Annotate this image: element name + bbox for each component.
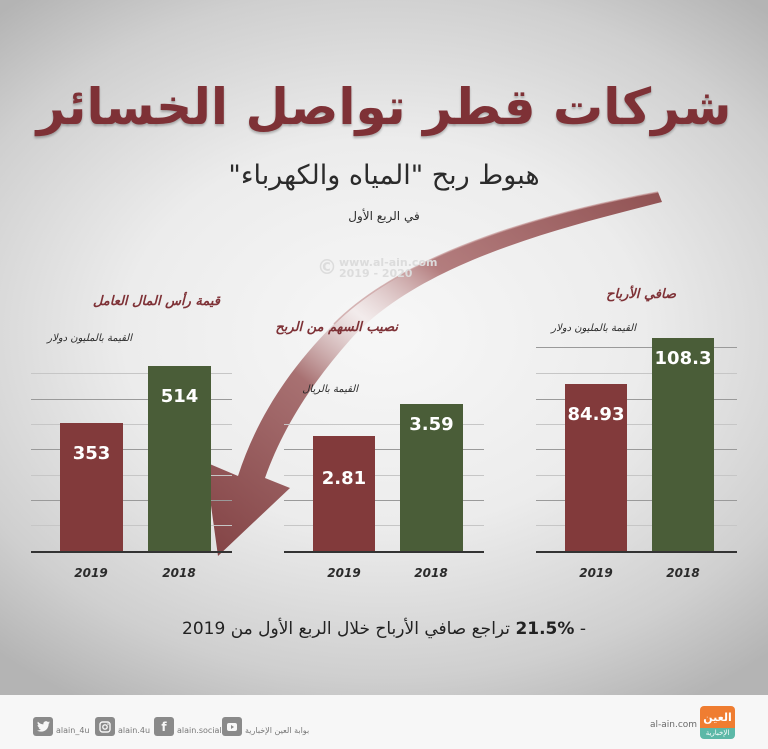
bar-value: 108.3 [654,348,712,369]
gridline [536,373,737,374]
facebook-link[interactable]: f alain.social [154,717,222,736]
chart-title: قيمة رأس المال العامل [92,294,220,309]
x-axis [536,551,737,553]
gridline [31,424,232,425]
copyright-icon: © [317,255,337,279]
gridline [536,424,737,425]
facebook-icon: f [154,717,174,736]
gridline [536,475,737,476]
chart-title: نصيب السهم من الربح [275,320,398,335]
bar-2018: 514 [148,366,211,551]
bar-2019: 2.81 [313,436,375,551]
youtube-link[interactable]: بوابة العين الإخبارية [222,717,309,736]
x-axis [284,551,484,553]
gridline [31,500,232,501]
x-tick-label: 2019 [74,566,108,580]
x-tick-label: 2019 [327,566,361,580]
watermark-years: 2019 - 2020 [339,267,413,280]
gridline [284,500,484,501]
x-tick-label: 2019 [579,566,613,580]
youtube-channel: بوابة العين الإخبارية [245,726,310,735]
gridline [284,525,484,526]
bar-2018: 3.59 [400,404,463,551]
twitter-icon [33,717,53,736]
bar-2019: 84.93 [565,384,627,551]
gridline [284,424,484,425]
x-tick-label: 2018 [666,566,700,580]
logo-subtitle: الإخبارية [700,728,735,739]
summary-percent: 21.5% [515,619,575,639]
gridline [31,525,232,526]
bar-value: 514 [160,386,199,407]
bar-2019: 353 [60,423,123,551]
chart-unit-label: القيمة بالمليون دولار [47,333,132,344]
twitter-link[interactable]: alain_4u [33,717,89,736]
gridline [536,449,737,450]
gridline [284,449,484,450]
bar-value: 3.59 [409,414,454,435]
summary-text: تراجع صافي الأرباح خلال الربع الأول من 2… [182,619,516,639]
chart-unit-label: القيمة بالريال [302,384,358,395]
bar-2018: 108.3 [652,338,714,551]
instagram-link[interactable]: alain.4u [95,717,150,736]
gridline [31,373,232,374]
bar-value: 2.81 [321,468,367,489]
twitter-handle: alain_4u [56,726,90,735]
gridline [536,525,737,526]
page-subtitle: هبوط ربح "المياه والكهرباء" [228,160,540,191]
gridline [284,475,484,476]
period-label: في الربع الأول [348,209,420,223]
site-url[interactable]: al-ain.com [650,720,698,730]
gridline [31,475,232,476]
x-tick-label: 2018 [414,566,448,580]
infographic-canvas: شركات قطر تواصل الخسائر هبوط ربح "المياه… [0,0,768,695]
youtube-icon [222,717,242,736]
gridline [536,347,737,348]
footer: alain_4u alain.4u f alain.social بوابة ا… [0,695,768,749]
facebook-handle: alain.social [177,726,222,735]
gridline [536,399,737,400]
instagram-handle: alain.4u [118,726,151,735]
page-title: شركات قطر تواصل الخسائر [36,78,733,136]
x-axis [31,551,232,553]
summary-note: - 21.5% تراجع صافي الأرباح خلال الربع ال… [0,619,768,639]
gridline [31,399,232,400]
chart-unit-label: القيمة بالمليون دولار [551,323,636,334]
bar-value: 353 [72,443,111,464]
logo-wordmark: العين [700,706,735,728]
x-tick-label: 2018 [162,566,196,580]
gridline [536,500,737,501]
instagram-icon [95,717,115,736]
chart-title: صافي الأرباح [606,287,676,302]
al-ain-logo: العين الإخبارية [700,706,735,739]
watermark-url: www.al-ain.com [339,256,438,269]
gridline [31,449,232,450]
bar-value: 84.93 [567,404,625,425]
summary-prefix: - [574,619,586,639]
